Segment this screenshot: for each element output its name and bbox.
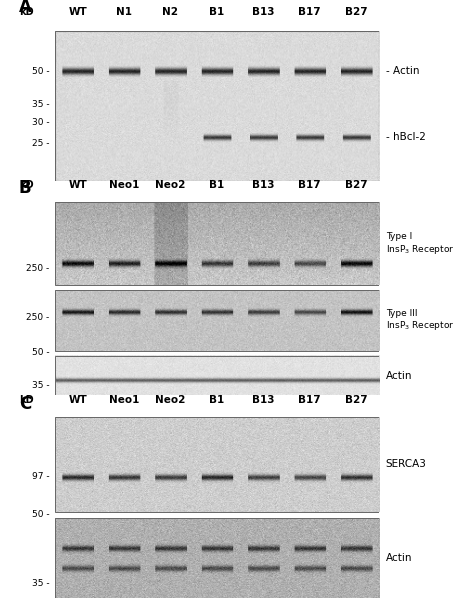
Text: Neo2: Neo2 xyxy=(155,395,186,405)
Text: B17: B17 xyxy=(298,180,321,190)
Text: B1: B1 xyxy=(209,180,225,190)
Text: Type III
InsP$_3$ Receptor: Type III InsP$_3$ Receptor xyxy=(386,309,454,332)
Text: Actin: Actin xyxy=(386,553,412,563)
Text: 35 -: 35 - xyxy=(32,579,50,588)
Text: B13: B13 xyxy=(252,7,274,17)
Text: N1: N1 xyxy=(116,7,132,17)
Text: 35 -: 35 - xyxy=(32,100,50,109)
Text: 50 -: 50 - xyxy=(32,348,50,357)
Text: 50 -: 50 - xyxy=(32,67,50,76)
Text: B1: B1 xyxy=(209,7,225,17)
Text: - Actin: - Actin xyxy=(386,66,419,76)
Text: B17: B17 xyxy=(298,395,321,405)
Text: B13: B13 xyxy=(252,180,274,190)
Text: B17: B17 xyxy=(298,7,321,17)
Bar xyxy=(55,202,379,285)
Text: Actin: Actin xyxy=(386,371,412,381)
Text: Neo1: Neo1 xyxy=(109,395,139,405)
Text: SERCA3: SERCA3 xyxy=(386,459,427,470)
Text: 35 -: 35 - xyxy=(32,381,50,390)
Text: kD: kD xyxy=(19,7,34,17)
Text: B: B xyxy=(19,179,31,197)
Text: N2: N2 xyxy=(163,7,179,17)
Text: 50 -: 50 - xyxy=(32,509,50,519)
Text: 250 -: 250 - xyxy=(27,264,50,273)
Text: B1: B1 xyxy=(209,395,225,405)
Text: Type I
InsP$_3$ Receptor: Type I InsP$_3$ Receptor xyxy=(386,232,454,256)
Text: B27: B27 xyxy=(345,180,367,190)
Text: 25 -: 25 - xyxy=(32,139,50,148)
Text: 97 -: 97 - xyxy=(32,472,50,481)
Text: Neo2: Neo2 xyxy=(155,180,186,190)
Text: WT: WT xyxy=(68,395,87,405)
Text: 250 -: 250 - xyxy=(27,313,50,322)
Bar xyxy=(55,290,379,351)
Text: A: A xyxy=(19,0,32,15)
Text: kD: kD xyxy=(19,180,34,190)
Text: B13: B13 xyxy=(252,395,274,405)
Text: WT: WT xyxy=(68,180,87,190)
Text: - hBcl-2: - hBcl-2 xyxy=(386,132,426,142)
Text: B27: B27 xyxy=(345,395,367,405)
Text: C: C xyxy=(19,395,31,413)
Bar xyxy=(55,518,379,598)
Text: Neo1: Neo1 xyxy=(109,180,139,190)
Bar xyxy=(55,417,379,512)
Text: kD: kD xyxy=(19,395,34,405)
Bar xyxy=(55,356,379,395)
Text: WT: WT xyxy=(68,7,87,17)
Text: 30 -: 30 - xyxy=(32,118,50,127)
Text: B27: B27 xyxy=(345,7,367,17)
